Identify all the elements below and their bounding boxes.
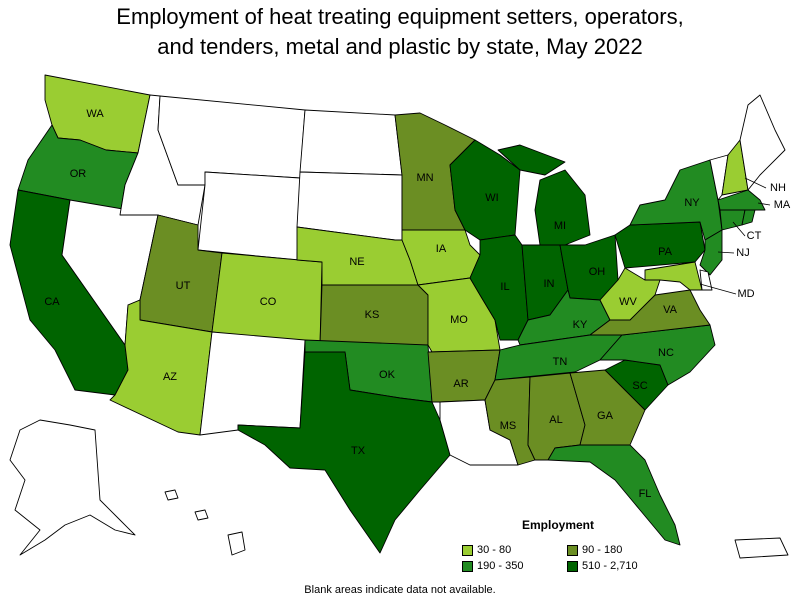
- state-MI[interactable]: [497, 144, 591, 246]
- legend-item-2: 90 - 180: [567, 544, 667, 556]
- leader-MA: [757, 202, 771, 206]
- map-title: Employment of heat treating equipment se…: [0, 2, 800, 62]
- legend-label-4: 510 - 2,710: [582, 560, 638, 572]
- legend-swatch-4: [567, 560, 578, 572]
- label-IA: IA: [436, 243, 447, 255]
- label-MN: MN: [416, 172, 433, 184]
- leader-MD: [699, 283, 737, 295]
- label-SC: SC: [632, 380, 647, 392]
- legend-label-1: 30 - 80: [477, 544, 512, 556]
- state-shapes: [9, 74, 789, 559]
- state-FL[interactable]: [547, 444, 681, 546]
- label-KY: KY: [573, 319, 588, 331]
- legend-swatch-2: [567, 544, 578, 556]
- label-MI: MI: [554, 220, 566, 232]
- legend-label-2: 90 - 180: [582, 544, 623, 556]
- label-KS: KS: [365, 309, 380, 321]
- state-IL[interactable]: [469, 234, 529, 341]
- label-CA: CA: [44, 296, 60, 308]
- label-AL: AL: [549, 414, 562, 426]
- state-PR[interactable]: [734, 537, 789, 559]
- label-FL: FL: [639, 488, 652, 500]
- label-PA: PA: [658, 246, 673, 258]
- leader-NJ: [717, 251, 735, 254]
- legend-item-1: 30 - 80: [462, 544, 567, 556]
- state-AK[interactable]: [9, 419, 136, 556]
- label-WA: WA: [86, 108, 104, 120]
- label-IN: IN: [544, 278, 555, 290]
- legend-item-4: 510 - 2,710: [567, 560, 667, 572]
- label-VA: VA: [663, 304, 678, 316]
- footnote: Blank areas indicate data not available.: [304, 584, 496, 596]
- label-AR: AR: [453, 378, 468, 390]
- label-IL: IL: [500, 281, 509, 293]
- legend-label-3: 190 - 350: [477, 560, 524, 572]
- state-labels: WA OR CA UT AZ CO NE KS OK TX MN IA MO A…: [44, 108, 791, 500]
- label-leader-lines: [699, 177, 771, 295]
- legend-title: Employment: [522, 518, 595, 532]
- state-ME[interactable]: [739, 94, 786, 191]
- label-WI: WI: [485, 192, 498, 204]
- state-NJ[interactable]: [699, 229, 723, 276]
- leader-CT: [732, 221, 746, 237]
- leader-NH: [744, 177, 767, 189]
- state-RI[interactable]: [741, 209, 756, 226]
- label-NC: NC: [658, 347, 674, 359]
- label-TN: TN: [553, 356, 568, 368]
- label-WV: WV: [619, 296, 637, 308]
- legend: Employment 30 - 80 90 - 180 190 - 350 51…: [462, 518, 662, 572]
- legend-item-3: 190 - 350: [462, 560, 567, 572]
- label-CT: CT: [747, 230, 762, 242]
- label-MS: MS: [500, 420, 517, 432]
- label-OR: OR: [70, 168, 87, 180]
- title-line-1: Employment of heat treating equipment se…: [116, 4, 684, 29]
- state-MD[interactable]: [644, 261, 703, 291]
- state-MT[interactable]: [157, 95, 306, 186]
- label-CO: CO: [260, 296, 277, 308]
- label-OK: OK: [379, 369, 396, 381]
- label-AZ: AZ: [163, 371, 177, 383]
- legend-swatch-3: [462, 560, 473, 572]
- title-line-2: and tenders, metal and plastic by state,…: [157, 34, 643, 59]
- state-CT[interactable]: [719, 209, 746, 231]
- label-MA: MA: [774, 199, 791, 211]
- legend-swatch-1: [462, 544, 473, 556]
- label-TX: TX: [351, 445, 366, 457]
- label-NE: NE: [349, 256, 364, 268]
- state-TX[interactable]: [237, 351, 451, 554]
- label-NH: NH: [770, 182, 786, 194]
- state-ND[interactable]: [299, 109, 403, 176]
- state-NM[interactable]: [199, 331, 306, 436]
- state-HI[interactable]: [164, 489, 246, 556]
- label-MO: MO: [450, 314, 468, 326]
- label-UT: UT: [176, 280, 191, 292]
- state-WY[interactable]: [197, 171, 301, 261]
- label-NJ: NJ: [736, 247, 749, 259]
- label-NY: NY: [684, 197, 700, 209]
- label-OH: OH: [589, 266, 606, 278]
- label-GA: GA: [597, 410, 614, 422]
- label-MD: MD: [737, 288, 754, 300]
